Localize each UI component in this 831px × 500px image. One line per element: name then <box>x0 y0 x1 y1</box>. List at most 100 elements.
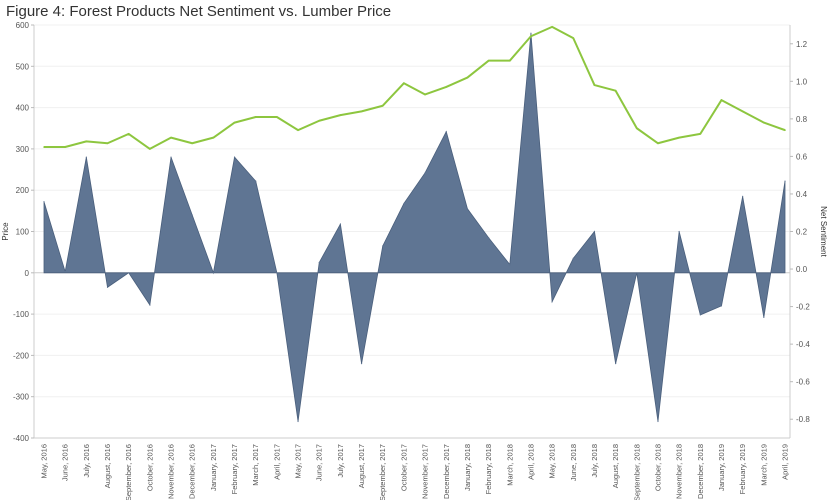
y-tick-label-right: 0.2 <box>796 228 808 237</box>
y-tick-label-left: 300 <box>16 145 30 154</box>
line-point <box>318 119 321 122</box>
line-point <box>64 146 66 148</box>
y-tick-label-left: -100 <box>13 310 30 319</box>
area-point <box>318 261 320 264</box>
area-point <box>43 201 45 203</box>
chart-title: Figure 4: Forest Products Net Sentiment … <box>6 3 392 20</box>
area-point <box>593 230 596 233</box>
line-point <box>360 110 363 113</box>
x-axis-ticks: May, 2016 June, 2016 July, 2016 August, 201… <box>40 444 790 500</box>
y-tick-label-left: 0 <box>25 269 30 278</box>
area-point <box>170 156 172 158</box>
line-point <box>530 35 532 38</box>
x-tick-label: September, 2018 <box>632 444 641 500</box>
area-point <box>255 180 257 182</box>
area-point <box>233 156 236 158</box>
area-point <box>488 237 490 239</box>
line-point <box>254 116 257 118</box>
line-point <box>551 26 553 28</box>
y-tick-label-right: 0.6 <box>796 152 808 161</box>
line-point <box>784 129 786 131</box>
area-point <box>85 156 87 158</box>
area-point <box>720 305 723 307</box>
line-point <box>487 59 490 62</box>
line-point <box>636 127 638 130</box>
y-tick-label-left: 400 <box>16 104 30 113</box>
area-point <box>128 272 130 274</box>
series-marks <box>43 25 786 423</box>
area-point <box>466 208 469 210</box>
x-tick-label: February, 2018 <box>484 444 493 494</box>
line-point <box>720 99 723 101</box>
area-point <box>64 270 66 273</box>
area-point <box>763 316 765 319</box>
y-tick-label-right: 1.0 <box>796 77 808 86</box>
line-point <box>149 148 151 150</box>
x-tick-label: November, 2016 <box>167 444 176 499</box>
x-tick-label: June, 2016 <box>61 444 70 481</box>
area-point <box>191 214 193 216</box>
line-point <box>106 142 109 145</box>
line-point <box>614 89 617 92</box>
area-point <box>106 286 109 288</box>
area-point <box>445 130 447 133</box>
area-point <box>276 272 278 274</box>
x-tick-label: April, 2018 <box>526 444 535 480</box>
line-point <box>233 121 236 124</box>
x-tick-label: June, 2017 <box>315 444 324 481</box>
x-tick-label: February, 2019 <box>738 444 747 494</box>
line-point <box>741 110 744 113</box>
x-tick-label: November, 2018 <box>675 444 684 499</box>
y-tick-label-left: 600 <box>16 21 30 30</box>
x-tick-label: April, 2017 <box>272 444 281 480</box>
area-point <box>657 420 659 423</box>
line-point <box>699 133 702 135</box>
line-point <box>212 136 215 139</box>
line-point <box>127 133 130 135</box>
line-point <box>85 140 88 143</box>
x-tick-label: October, 2018 <box>653 444 662 491</box>
line-point <box>466 76 469 79</box>
price-line <box>44 25 786 150</box>
line-point <box>339 114 342 116</box>
y-tick-label-right: 0.0 <box>796 265 808 274</box>
area-point <box>699 314 701 316</box>
left-axis-ticks: 600 500 400 300 200 100 0 -100 -200 -300 -400 <box>13 21 34 443</box>
area-point <box>403 202 405 205</box>
line-point <box>657 142 659 145</box>
x-tick-label: July, 2016 <box>82 444 91 478</box>
area-point <box>572 257 574 259</box>
x-tick-label: October, 2016 <box>145 444 154 491</box>
y-tick-label-left: -200 <box>13 351 30 360</box>
y-tick-label-right: -0.6 <box>796 378 810 387</box>
line-point <box>572 37 575 39</box>
y-tick-label-right: 0.8 <box>796 115 808 124</box>
x-tick-label: July, 2017 <box>336 444 345 478</box>
area-point <box>551 301 553 303</box>
x-tick-label: August, 2018 <box>611 444 620 488</box>
x-tick-label: December, 2017 <box>442 444 451 499</box>
x-tick-label: March, 2017 <box>251 444 260 486</box>
x-tick-label: January, 2017 <box>209 444 218 491</box>
x-tick-label: December, 2018 <box>696 444 705 499</box>
x-tick-label: November, 2017 <box>421 444 430 499</box>
line-point <box>276 116 278 118</box>
x-tick-label: July, 2018 <box>590 444 599 478</box>
y-tick-label-right: -0.4 <box>796 340 810 349</box>
area-point <box>149 304 151 306</box>
x-tick-label: January, 2019 <box>717 444 726 491</box>
line-point <box>508 59 511 62</box>
x-tick-label: May, 2016 <box>40 444 49 478</box>
area-point <box>339 223 341 225</box>
area-point <box>742 195 744 197</box>
y-axis-label-right: Net Sentiment <box>819 206 828 257</box>
area-point <box>784 180 786 182</box>
y-tick-label-right: -0.8 <box>796 415 810 424</box>
area-point <box>636 272 638 274</box>
x-tick-label: March, 2019 <box>759 444 768 486</box>
y-tick-label-left: -300 <box>13 393 30 402</box>
line-point <box>381 104 384 107</box>
y-tick-label-right: 1.2 <box>796 40 808 49</box>
area-point <box>678 230 680 233</box>
x-tick-label: September, 2016 <box>124 444 133 500</box>
